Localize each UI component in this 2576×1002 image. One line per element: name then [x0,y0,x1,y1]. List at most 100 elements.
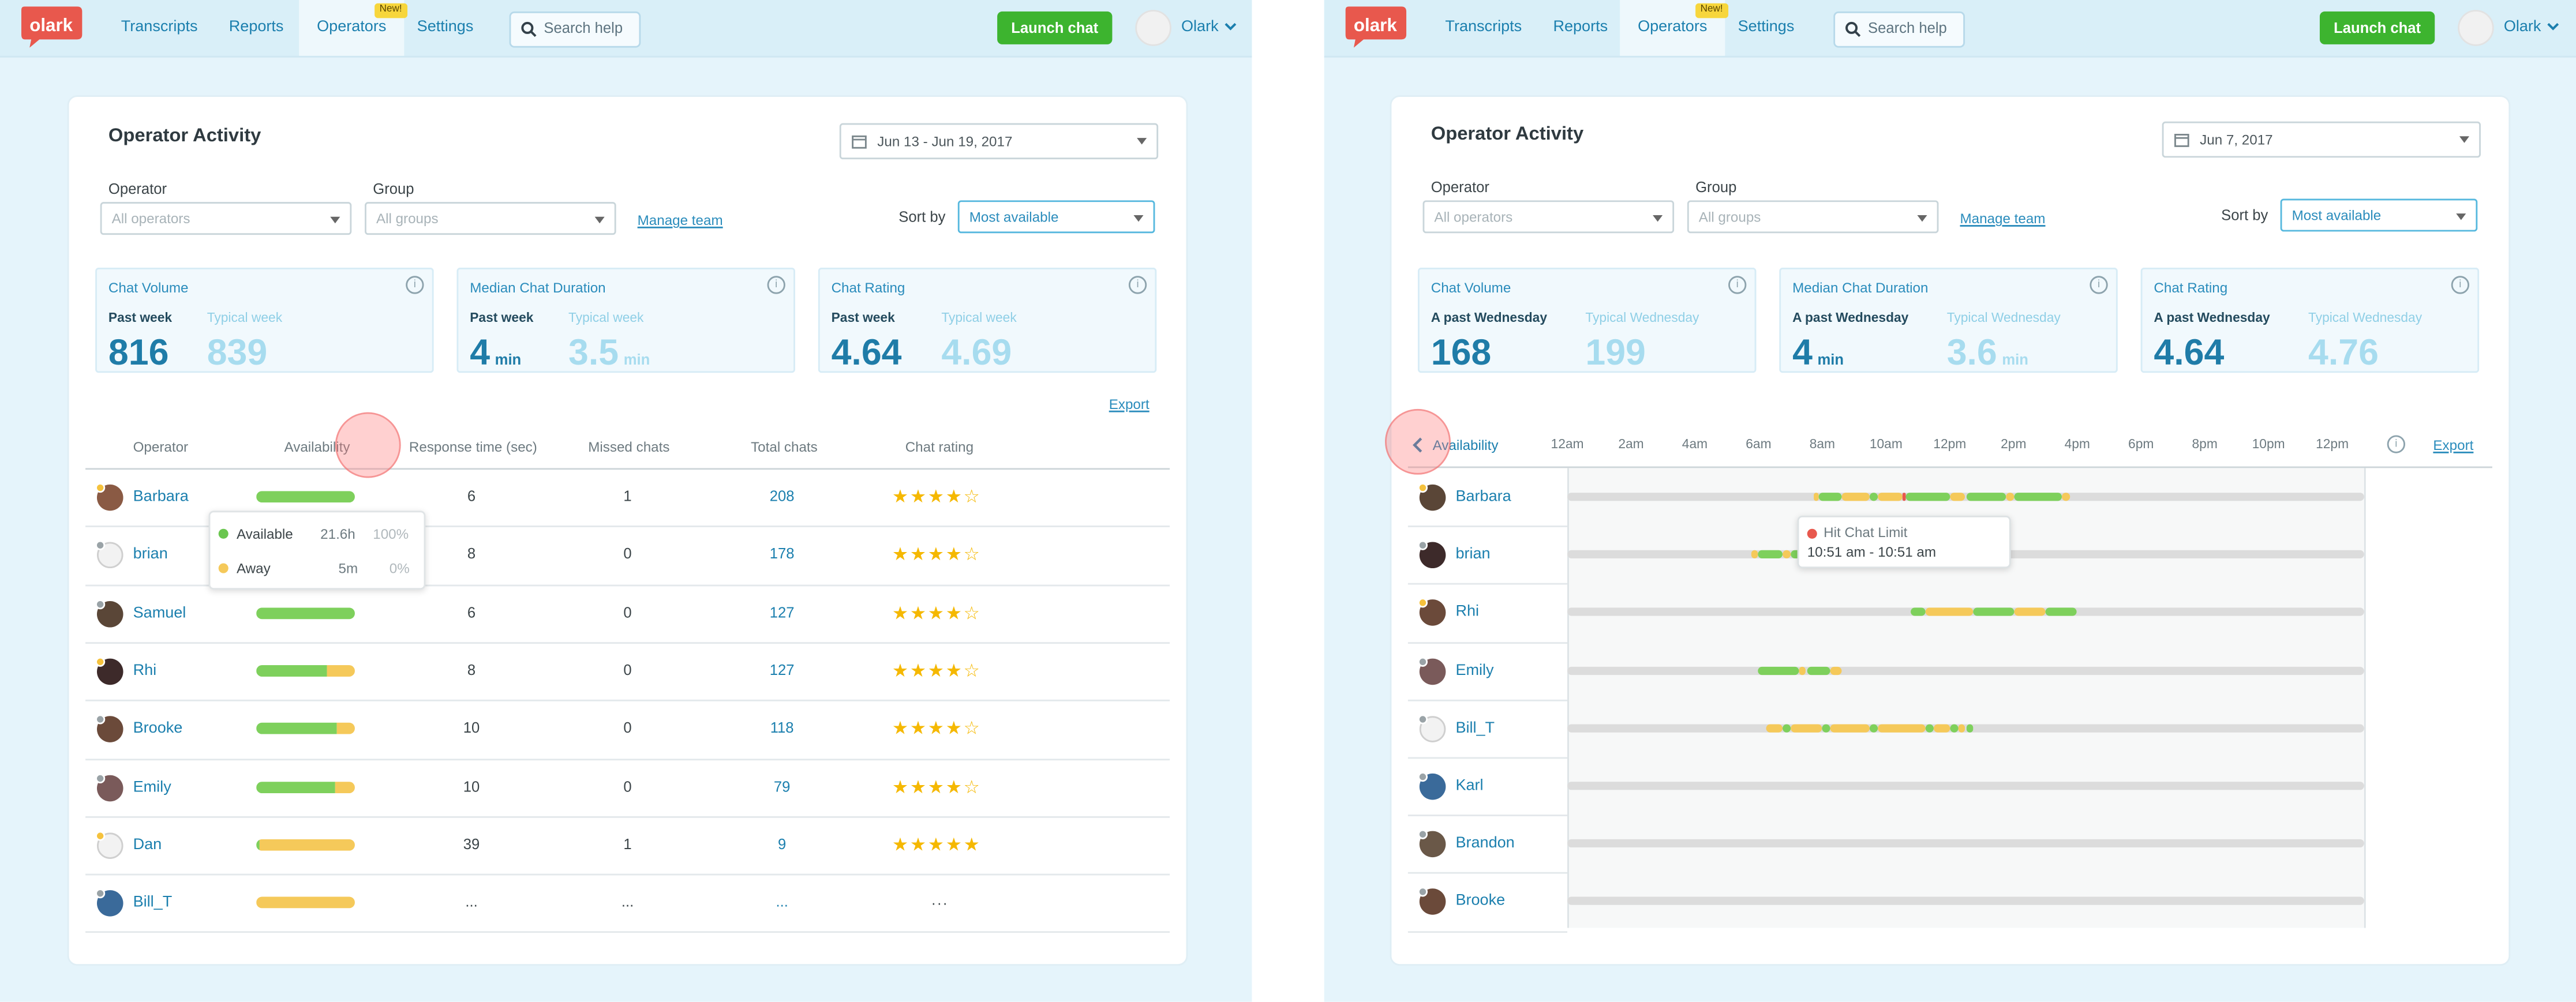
available-segment[interactable] [1965,493,2006,501]
availability-bar[interactable] [256,607,355,619]
available-segment[interactable] [1974,608,2014,617]
info-icon[interactable]: i [1728,276,1747,294]
availability-bar[interactable] [256,780,355,793]
available-segment[interactable] [1905,493,1950,501]
total-chats-cell[interactable]: 127 [769,603,795,621]
operator-name-link[interactable]: brian [133,546,168,564]
available-segment[interactable] [1806,666,1830,674]
availability-timeline[interactable] [1567,839,2364,848]
operator-name-link[interactable]: Barbara [133,487,189,506]
nav-reports[interactable]: Reports [1553,18,1608,36]
operator-name-link[interactable]: Rhi [133,662,157,680]
total-chats-cell[interactable]: 208 [769,487,795,505]
col-chat-rating[interactable]: Chat rating [905,438,974,455]
group-select[interactable]: All groups [365,202,616,235]
available-segment[interactable] [1926,723,1934,733]
availability-timeline[interactable] [1567,666,2364,674]
away-segment[interactable] [1830,666,1843,674]
available-segment[interactable] [1782,723,1791,733]
total-chats-cell[interactable]: 178 [769,546,795,562]
total-chats-cell[interactable]: 118 [770,719,794,736]
away-segment[interactable] [2061,493,2069,501]
search-help-input[interactable]: Search help [1833,11,1965,48]
away-segment[interactable] [2013,608,2046,617]
away-segment[interactable] [1750,550,1759,559]
chat-limit-marker[interactable] [1901,493,1906,501]
availability-bar[interactable] [256,723,355,735]
operator-name-link[interactable]: Brandon [1455,834,1515,853]
away-segment[interactable] [1830,723,1870,733]
launch-chat-button[interactable]: Launch chat [997,11,1113,44]
away-segment[interactable] [2005,493,2014,501]
away-segment[interactable] [1926,608,1974,617]
operator-name-link[interactable]: Brooke [1455,892,1506,911]
operator-select[interactable]: All operators [1422,200,1675,234]
operator-name-link[interactable]: Bill_T [1455,719,1495,737]
available-segment[interactable] [2013,493,2062,501]
availability-timeline[interactable] [1567,897,2364,906]
availability-timeline[interactable] [1567,493,2364,501]
availability-bar[interactable] [256,491,355,503]
away-segment[interactable] [1957,723,1966,733]
info-icon[interactable]: i [2090,276,2108,294]
sort-select[interactable]: Most available [2280,198,2478,232]
nav-transcripts[interactable]: Transcripts [1445,18,1522,36]
away-segment[interactable] [1766,723,1783,733]
away-segment[interactable] [1798,666,1807,674]
available-segment[interactable] [1758,666,1799,674]
available-segment[interactable] [1965,723,1974,733]
search-help-input[interactable]: Search help [509,11,641,48]
info-icon[interactable]: i [767,276,785,294]
availability-timeline[interactable] [1567,782,2364,790]
nav-transcripts[interactable]: Transcripts [121,18,198,36]
date-range-picker[interactable]: Jun 13 - Jun 19, 2017 [839,123,1159,160]
olark-logo[interactable]: olark [1341,5,1410,50]
away-segment[interactable] [1878,493,1902,501]
away-segment[interactable] [1934,723,1950,733]
nav-settings[interactable]: Settings [1738,18,1795,36]
operator-name-link[interactable]: Rhi [1455,603,1480,622]
date-picker[interactable]: Jun 7, 2017 [2162,121,2481,158]
operator-name-link[interactable]: Brooke [133,719,183,738]
operator-name-link[interactable]: Karl [1455,776,1484,795]
operator-name-link[interactable]: Samuel [133,603,186,622]
nav-settings[interactable]: Settings [417,18,474,36]
col-total-chats[interactable]: Total chats [751,438,818,455]
info-icon[interactable]: i [2387,435,2406,453]
operator-name-link[interactable]: brian [1455,545,1491,564]
col-response-time[interactable]: Response time (sec) [409,438,537,455]
operator-name-link[interactable]: Emily [133,778,171,796]
total-chats-cell[interactable]: ... [776,894,788,910]
available-segment[interactable] [1758,550,1783,559]
operator-name-link[interactable]: Dan [133,835,162,854]
export-link[interactable]: Export [1109,396,1150,412]
info-icon[interactable]: i [406,276,424,294]
operator-name-link[interactable]: Emily [1455,661,1494,680]
info-icon[interactable]: i [1128,276,1147,294]
available-segment[interactable] [1949,723,1958,733]
total-chats-cell[interactable]: 79 [773,778,791,794]
available-segment[interactable] [1870,723,1878,733]
col-missed-chats[interactable]: Missed chats [588,438,670,455]
sort-select[interactable]: Most available [957,200,1155,234]
nav-reports[interactable]: Reports [229,18,284,36]
total-chats-cell[interactable]: 127 [769,662,795,678]
col-operator[interactable]: Operator [133,438,189,455]
availability-bar[interactable] [256,665,355,677]
availability-bar[interactable] [256,839,355,851]
available-segment[interactable] [1909,608,1926,617]
olark-logo[interactable]: olark [16,5,85,50]
away-segment[interactable] [1782,550,1791,559]
available-segment[interactable] [1818,493,1843,501]
away-segment[interactable] [1790,723,1822,733]
available-segment[interactable] [1870,493,1878,501]
manage-team-link[interactable]: Manage team [637,212,723,228]
away-segment[interactable] [1842,493,1870,501]
available-segment[interactable] [2045,608,2077,617]
operator-select[interactable]: All operators [100,202,352,235]
availability-bar[interactable] [256,896,355,909]
away-segment[interactable] [1814,493,1818,501]
manage-team-link[interactable]: Manage team [1960,210,2046,227]
info-icon[interactable]: i [2451,276,2470,294]
availability-timeline[interactable] [1567,608,2364,617]
